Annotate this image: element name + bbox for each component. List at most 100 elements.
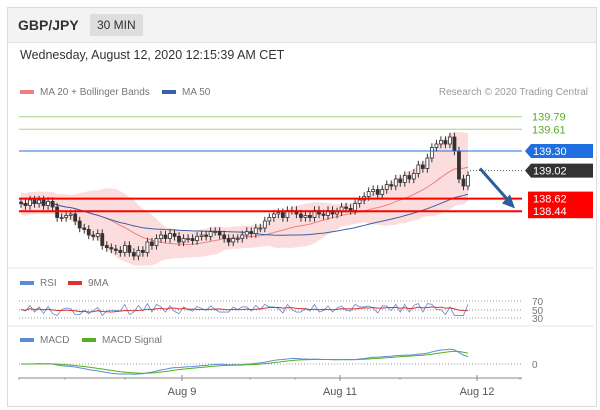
candle-body [213, 231, 218, 233]
candle-body [375, 189, 380, 195]
chart-header: GBP/JPY 30 MIN [8, 8, 596, 43]
current-price-tag [525, 163, 593, 178]
candle-body [258, 227, 263, 230]
projection-arrowhead [502, 194, 515, 209]
candle-body [402, 175, 407, 183]
candle-body [226, 238, 231, 243]
instrument-title: GBP/JPY [18, 17, 79, 33]
candle-body [303, 214, 308, 218]
candle-body [384, 184, 389, 190]
macd-legend-label: MACD Signal [102, 335, 162, 346]
x-tick-label: Aug 12 [460, 386, 495, 398]
candle-body [141, 249, 145, 253]
candle-body [357, 199, 362, 204]
level-label: 138.44 [533, 206, 567, 218]
candle-body [95, 233, 100, 237]
level-label: 139.02 [533, 166, 567, 178]
candle-body [452, 136, 457, 152]
candle-body [118, 249, 123, 253]
timeframe-badge[interactable]: 30 MIN [90, 14, 143, 36]
candle-body [46, 200, 50, 206]
candle-body [109, 247, 114, 250]
candle-body [420, 164, 425, 169]
candle-body [55, 206, 60, 218]
candle-body [32, 199, 37, 204]
candle-body [276, 212, 281, 215]
candle-body [37, 199, 41, 204]
candle-body [59, 217, 64, 219]
rsi-legend-label: RSI [40, 278, 57, 289]
candle-body [19, 201, 23, 204]
candle-body [321, 213, 326, 216]
candle-body [154, 238, 159, 246]
candle-body [235, 238, 240, 240]
rsi-legend-label: 9MA [88, 278, 109, 289]
candle-body [41, 199, 46, 206]
candle-body [163, 234, 168, 239]
candle-body [457, 150, 461, 180]
candle-body [195, 235, 199, 241]
candle-body [222, 234, 227, 239]
candle-body [217, 231, 222, 236]
candle-body [267, 217, 272, 222]
rsi-level-label: 70 [532, 297, 544, 308]
candle-body [299, 213, 303, 218]
candle-body [240, 234, 245, 239]
level-label: 139.30 [533, 146, 567, 158]
candle-body [122, 245, 127, 253]
credit-text: Research © 2020 Trading Central [439, 87, 588, 98]
candle-body [100, 233, 105, 246]
macd-legend-label: MACD [40, 335, 69, 346]
candle-body [425, 157, 430, 169]
candle-body [411, 172, 416, 180]
candle-body [113, 248, 118, 251]
projection-arrow [478, 167, 512, 204]
macd-zero-label: 0 [532, 360, 538, 371]
candle-body [439, 140, 443, 145]
candle-body [244, 231, 249, 236]
support-level-tag [528, 204, 593, 219]
candle-body [335, 211, 339, 215]
rsi-level-label: 30 [532, 314, 544, 325]
candle-body [190, 238, 195, 241]
candle-body [348, 207, 353, 211]
candle-body [77, 220, 82, 229]
candle-body [398, 178, 403, 183]
candle-body [366, 191, 371, 197]
candle-body [466, 175, 470, 187]
candle-body [136, 249, 141, 257]
macd-line [20, 348, 469, 375]
support-level-tag [528, 191, 593, 206]
level-label: 138.62 [533, 194, 567, 206]
candle-body [231, 238, 236, 243]
candle-body [448, 136, 452, 145]
candle-body [127, 245, 132, 253]
x-tick-label: Aug 9 [168, 386, 197, 398]
legend-swatch [20, 90, 34, 94]
candle-body [380, 189, 385, 195]
candle-body [208, 231, 213, 237]
rsi-legend-swatch [20, 281, 34, 285]
candle-body [186, 238, 190, 240]
candle-body [407, 175, 412, 180]
candle-body [91, 234, 96, 237]
legend-label: MA 50 [182, 87, 211, 98]
candle-body [145, 241, 150, 253]
candle-body [271, 213, 276, 218]
legend-label: MA 20 + Bollinger Bands [40, 87, 150, 98]
ma50-line [20, 193, 469, 236]
macd-legend-swatch [20, 338, 34, 342]
candle-body [371, 189, 376, 192]
candle-body [177, 235, 181, 243]
candle-body [82, 227, 87, 230]
candle-body [204, 234, 209, 237]
candle-body [280, 212, 285, 218]
candle-body [249, 231, 254, 234]
x-tick-label: Aug 11 [323, 386, 357, 398]
candle-body [64, 214, 69, 218]
rsi-ma-line [20, 306, 469, 313]
candle-body [68, 213, 73, 216]
candle-body [23, 203, 28, 206]
candle-body [429, 147, 434, 159]
